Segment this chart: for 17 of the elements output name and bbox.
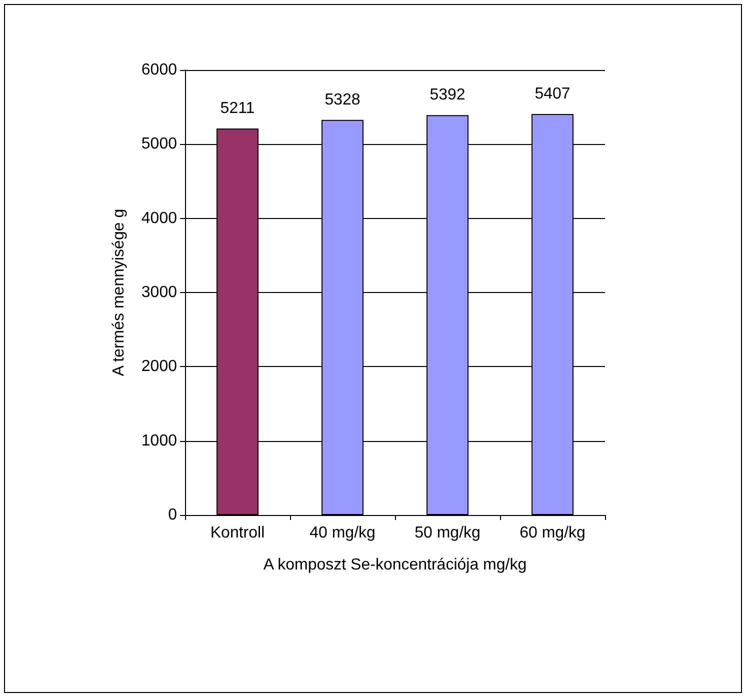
data-label: 5328 (324, 91, 360, 108)
y-tick-label: 1000 (141, 432, 178, 450)
y-axis-title: A termés mennyisége g (110, 208, 128, 376)
y-tick-label: 6000 (141, 62, 178, 78)
data-label: 5392 (430, 86, 466, 104)
x-tick-label: Kontroll (210, 524, 265, 542)
y-tick-label: 0 (168, 506, 178, 524)
y-tick-label: 5000 (141, 136, 178, 153)
data-label: 5407 (534, 85, 570, 102)
data-label: 5211 (220, 100, 255, 118)
y-tick-label: 2000 (141, 358, 178, 376)
x-tick-label: 50 mg/kg (414, 524, 480, 542)
x-tick-label: 60 mg/kg (520, 524, 586, 542)
x-axis-title: A komposzt Se-koncentrációja mg/kg (263, 556, 527, 574)
y-tick-label: 4000 (141, 210, 178, 227)
x-tick-label: 40 mg/kg (310, 524, 376, 542)
y-tick-label: 3000 (141, 284, 178, 301)
